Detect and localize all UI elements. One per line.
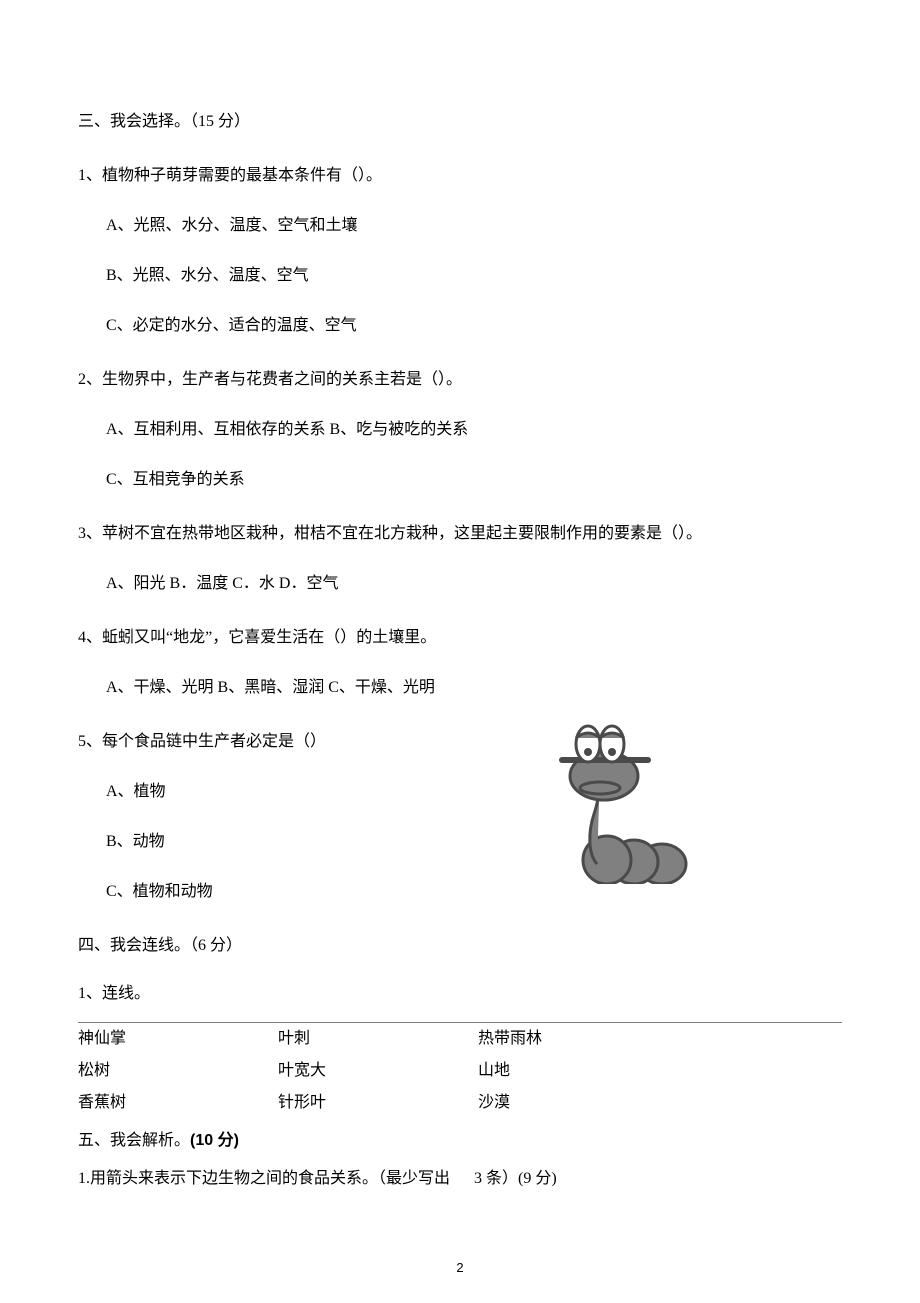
q2-opt-ab: A、互相利用、互相依存的关系 B、吃与被吃的关系	[78, 418, 842, 442]
section5-q1b: 3 条）(9 分)	[474, 1170, 557, 1187]
q3-opts: A、阳光 B．温度 C．水 D．空气	[78, 572, 842, 596]
q1-text: 1、植物种子萌芽需要的最基本条件有（）。	[78, 164, 842, 188]
q2: 2、生物界中，生产者与花费者之间的关系主若是（）。 A、互相利用、互相依存的关系…	[78, 368, 842, 492]
match-cell: 香蕉树	[78, 1087, 278, 1119]
q2-opt-c: C、互相竞争的关系	[78, 468, 842, 492]
match-cell: 沙漠	[478, 1087, 842, 1119]
match-cell: 山地	[478, 1055, 842, 1087]
section3-title: 三、我会选择。（15 分）	[78, 110, 842, 134]
match-cell: 针形叶	[278, 1087, 478, 1119]
q3-text: 3、苹树不宜在热带地区栽种，柑桔不宜在北方栽种，这里起主要限制作用的要素是（）。	[78, 522, 842, 546]
section5-title-prefix: 五、我会解析。	[78, 1132, 190, 1149]
q5-opt-a: A、植物	[78, 780, 842, 804]
match-table: 神仙掌 叶刺 热带雨林 松树 叶宽大 山地 香蕉树 针形叶 沙漠	[78, 1022, 842, 1119]
section4-title: 四、我会连线。（6 分）	[78, 934, 842, 958]
section5-title-points: (10 分)	[190, 1132, 239, 1149]
section5-title: 五、我会解析。(10 分)	[78, 1129, 842, 1153]
q5-text: 5、每个食品链中生产者必定是（）	[78, 730, 842, 754]
match-row: 香蕉树 针形叶 沙漠	[78, 1087, 842, 1119]
match-cell: 叶刺	[278, 1023, 478, 1056]
q4: 4、蚯蚓又叫“地龙”，它喜爱生活在（）的土壤里。 A、干燥、光明 B、黑暗、湿润…	[78, 626, 842, 700]
match-cell: 神仙掌	[78, 1023, 278, 1056]
section5-q1a: 1.用箭头来表示下边生物之间的食品关系。（最少写出	[78, 1170, 450, 1187]
section5-q1: 1.用箭头来表示下边生物之间的食品关系。（最少写出 3 条）(9 分)	[78, 1167, 842, 1191]
match-row: 神仙掌 叶刺 热带雨林	[78, 1023, 842, 1056]
page: 三、我会选择。（15 分） 1、植物种子萌芽需要的最基本条件有（）。 A、光照、…	[0, 0, 920, 1303]
q1: 1、植物种子萌芽需要的最基本条件有（）。 A、光照、水分、温度、空气和土壤 B、…	[78, 164, 842, 338]
match-row: 松树 叶宽大 山地	[78, 1055, 842, 1087]
page-number: 2	[0, 1258, 920, 1278]
match-cell: 热带雨林	[478, 1023, 842, 1056]
q3: 3、苹树不宜在热带地区栽种，柑桔不宜在北方栽种，这里起主要限制作用的要素是（）。…	[78, 522, 842, 596]
section4-sub: 1、连线。	[78, 982, 842, 1006]
worm-icon	[552, 714, 702, 884]
q5-opt-c: C、植物和动物	[78, 880, 842, 904]
q2-text: 2、生物界中，生产者与花费者之间的关系主若是（）。	[78, 368, 842, 392]
q5-opt-b: B、动物	[78, 830, 842, 854]
match-cell: 松树	[78, 1055, 278, 1087]
q1-opt-c: C、必定的水分、适合的温度、空气	[78, 314, 842, 338]
q1-opt-a: A、光照、水分、温度、空气和土壤	[78, 214, 842, 238]
match-cell: 叶宽大	[278, 1055, 478, 1087]
q4-text: 4、蚯蚓又叫“地龙”，它喜爱生活在（）的土壤里。	[78, 626, 842, 650]
q1-opt-b: B、光照、水分、温度、空气	[78, 264, 842, 288]
q4-opts: A、干燥、光明 B、黑暗、湿润 C、干燥、光明	[78, 676, 842, 700]
q5: 5、每个食品链中生产者必定是（） A、植物 B、动物 C、植物和动物	[78, 730, 842, 904]
